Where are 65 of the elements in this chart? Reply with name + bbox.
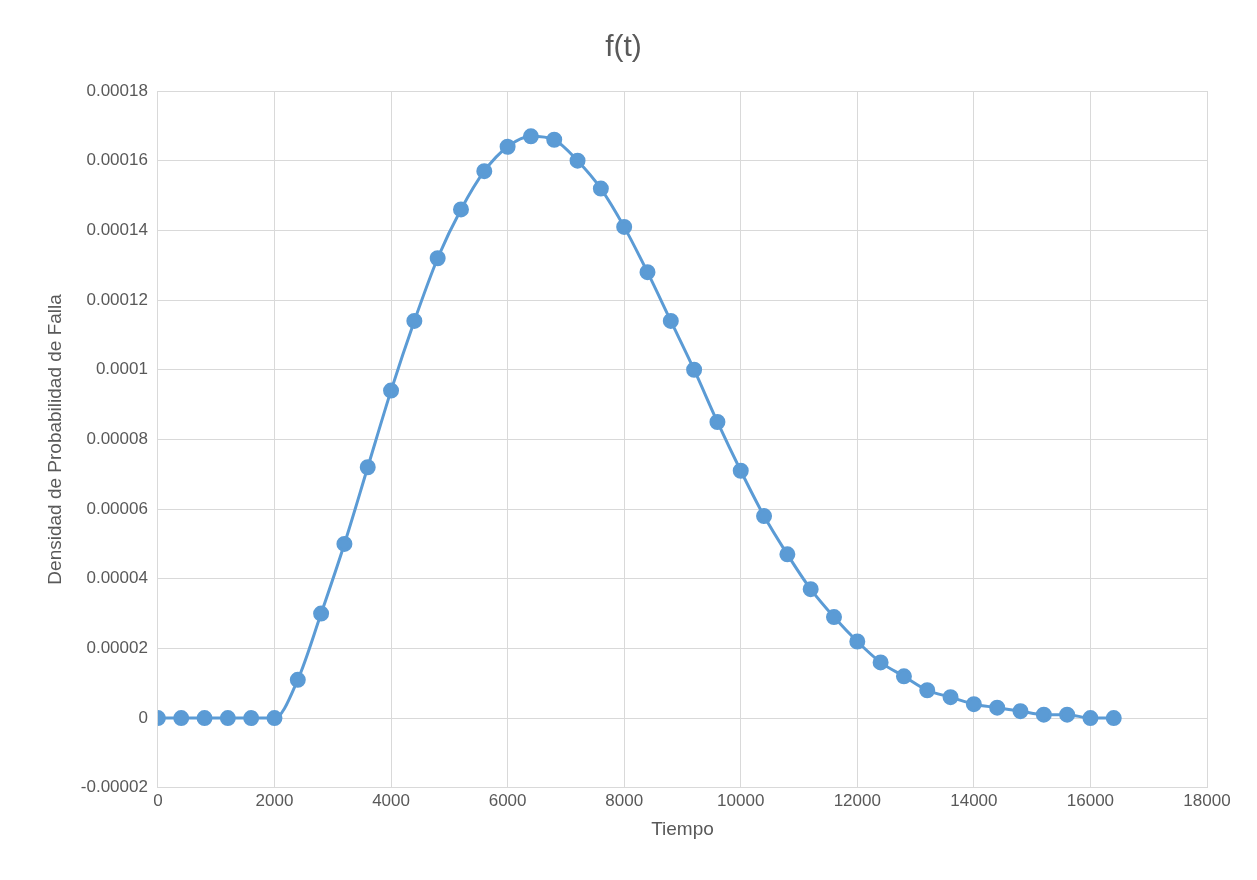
y-tick-label: 0 <box>138 707 148 727</box>
y-tick-label: 0.00006 <box>86 498 148 518</box>
x-tick-label: 0 <box>153 790 163 810</box>
y-tick-label: 0.00014 <box>86 220 148 240</box>
y-tick-label: 0.00004 <box>86 568 148 588</box>
point <box>872 654 889 671</box>
x-tick-label: 12000 <box>833 790 881 810</box>
point <box>592 180 609 197</box>
point <box>1105 710 1122 727</box>
point <box>243 710 260 727</box>
point <box>616 218 633 235</box>
y-tick-label: 0.0001 <box>95 359 148 379</box>
point <box>196 710 213 727</box>
point <box>686 361 703 378</box>
point <box>802 581 819 598</box>
point <box>756 508 773 525</box>
point <box>709 413 726 430</box>
x-tick-label: 6000 <box>488 790 527 810</box>
point <box>849 633 866 650</box>
point <box>1059 706 1076 723</box>
point <box>942 689 959 706</box>
point <box>1035 706 1052 723</box>
point <box>406 312 423 329</box>
x-tick-label: 10000 <box>717 790 765 810</box>
point <box>452 201 469 218</box>
point <box>639 264 656 281</box>
point <box>173 710 190 727</box>
x-axis-title: Tiempo <box>651 817 714 839</box>
chart-title: f(t) <box>605 29 642 63</box>
y-tick-label: 0.00008 <box>86 429 148 449</box>
point <box>336 535 353 552</box>
point <box>989 699 1006 716</box>
point <box>546 131 563 148</box>
x-tick-label: 2000 <box>255 790 294 810</box>
point <box>1012 703 1029 720</box>
x-tick-label: 14000 <box>950 790 998 810</box>
point <box>965 696 982 713</box>
x-tick-label: 8000 <box>605 790 644 810</box>
y-tick-label: -0.00002 <box>80 777 148 797</box>
y-tick-label: 0.00016 <box>86 150 148 170</box>
point <box>313 605 330 622</box>
point <box>569 152 586 169</box>
point <box>499 138 516 155</box>
point <box>266 710 283 727</box>
point <box>359 459 376 476</box>
x-tick-label: 18000 <box>1183 790 1231 810</box>
point <box>289 671 306 688</box>
y-axis-title: Densidad de Probabilidad de Falla <box>43 293 65 585</box>
point <box>895 668 912 685</box>
point <box>779 546 796 563</box>
point <box>219 710 236 727</box>
point <box>919 682 936 699</box>
x-tick-label: 16000 <box>1066 790 1115 810</box>
y-tick-label: 0.00018 <box>86 80 148 100</box>
x-tick-label: 4000 <box>372 790 410 810</box>
point <box>429 250 446 267</box>
y-tick-label: 0.00012 <box>86 289 148 309</box>
point <box>383 382 400 399</box>
point <box>732 462 749 479</box>
point <box>522 128 539 145</box>
y-tick-label: 0.00002 <box>86 638 148 658</box>
point <box>476 163 493 180</box>
point <box>825 609 842 626</box>
point <box>662 312 679 329</box>
point <box>1082 710 1099 727</box>
